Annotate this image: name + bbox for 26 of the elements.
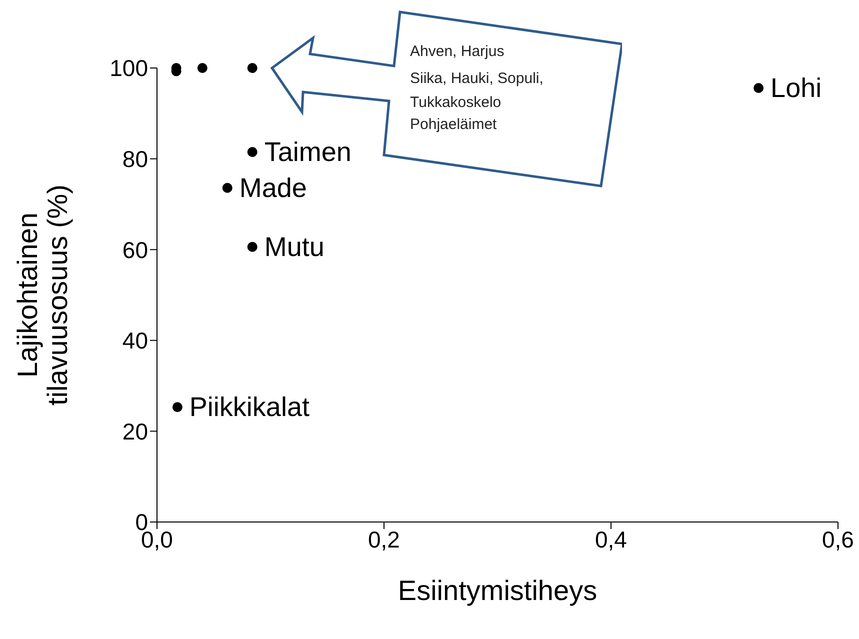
- data-label: Taimen: [264, 136, 352, 167]
- x-axis-title: Esiintymistiheys: [398, 575, 598, 606]
- data-label: Piikkikalat: [189, 392, 310, 422]
- y-tick-label: 20: [122, 418, 148, 444]
- point: [247, 146, 258, 157]
- text: Ahven, Harjus: [410, 42, 506, 62]
- x-tick-label: 0,2: [368, 526, 400, 552]
- annotation: Tukkakoskelo: [410, 93, 502, 113]
- annotation: Siika, Hauki, Sopuli,: [410, 69, 544, 89]
- data-label: Mutu: [264, 232, 324, 262]
- point: [754, 82, 764, 93]
- y-tick-label: 40: [122, 328, 148, 354]
- y-tick-label: 100: [110, 55, 148, 82]
- y-tick-label: 80: [122, 146, 148, 172]
- y-tick-label: 60: [122, 236, 148, 263]
- data-label: Lohi: [770, 72, 822, 103]
- point: [197, 63, 208, 73]
- x-tick-label: 0,6: [822, 526, 854, 552]
- point: [222, 182, 232, 193]
- point: [172, 402, 182, 412]
- annotation: Pohjaeläimet: [410, 115, 498, 135]
- point: [247, 63, 258, 73]
- x-tick-label: 0,4: [595, 526, 628, 552]
- point: [247, 242, 258, 252]
- data-label: Made: [239, 172, 307, 203]
- y-axis-title: Lajikohtainen tilavuusosuus (%): [12, 184, 73, 406]
